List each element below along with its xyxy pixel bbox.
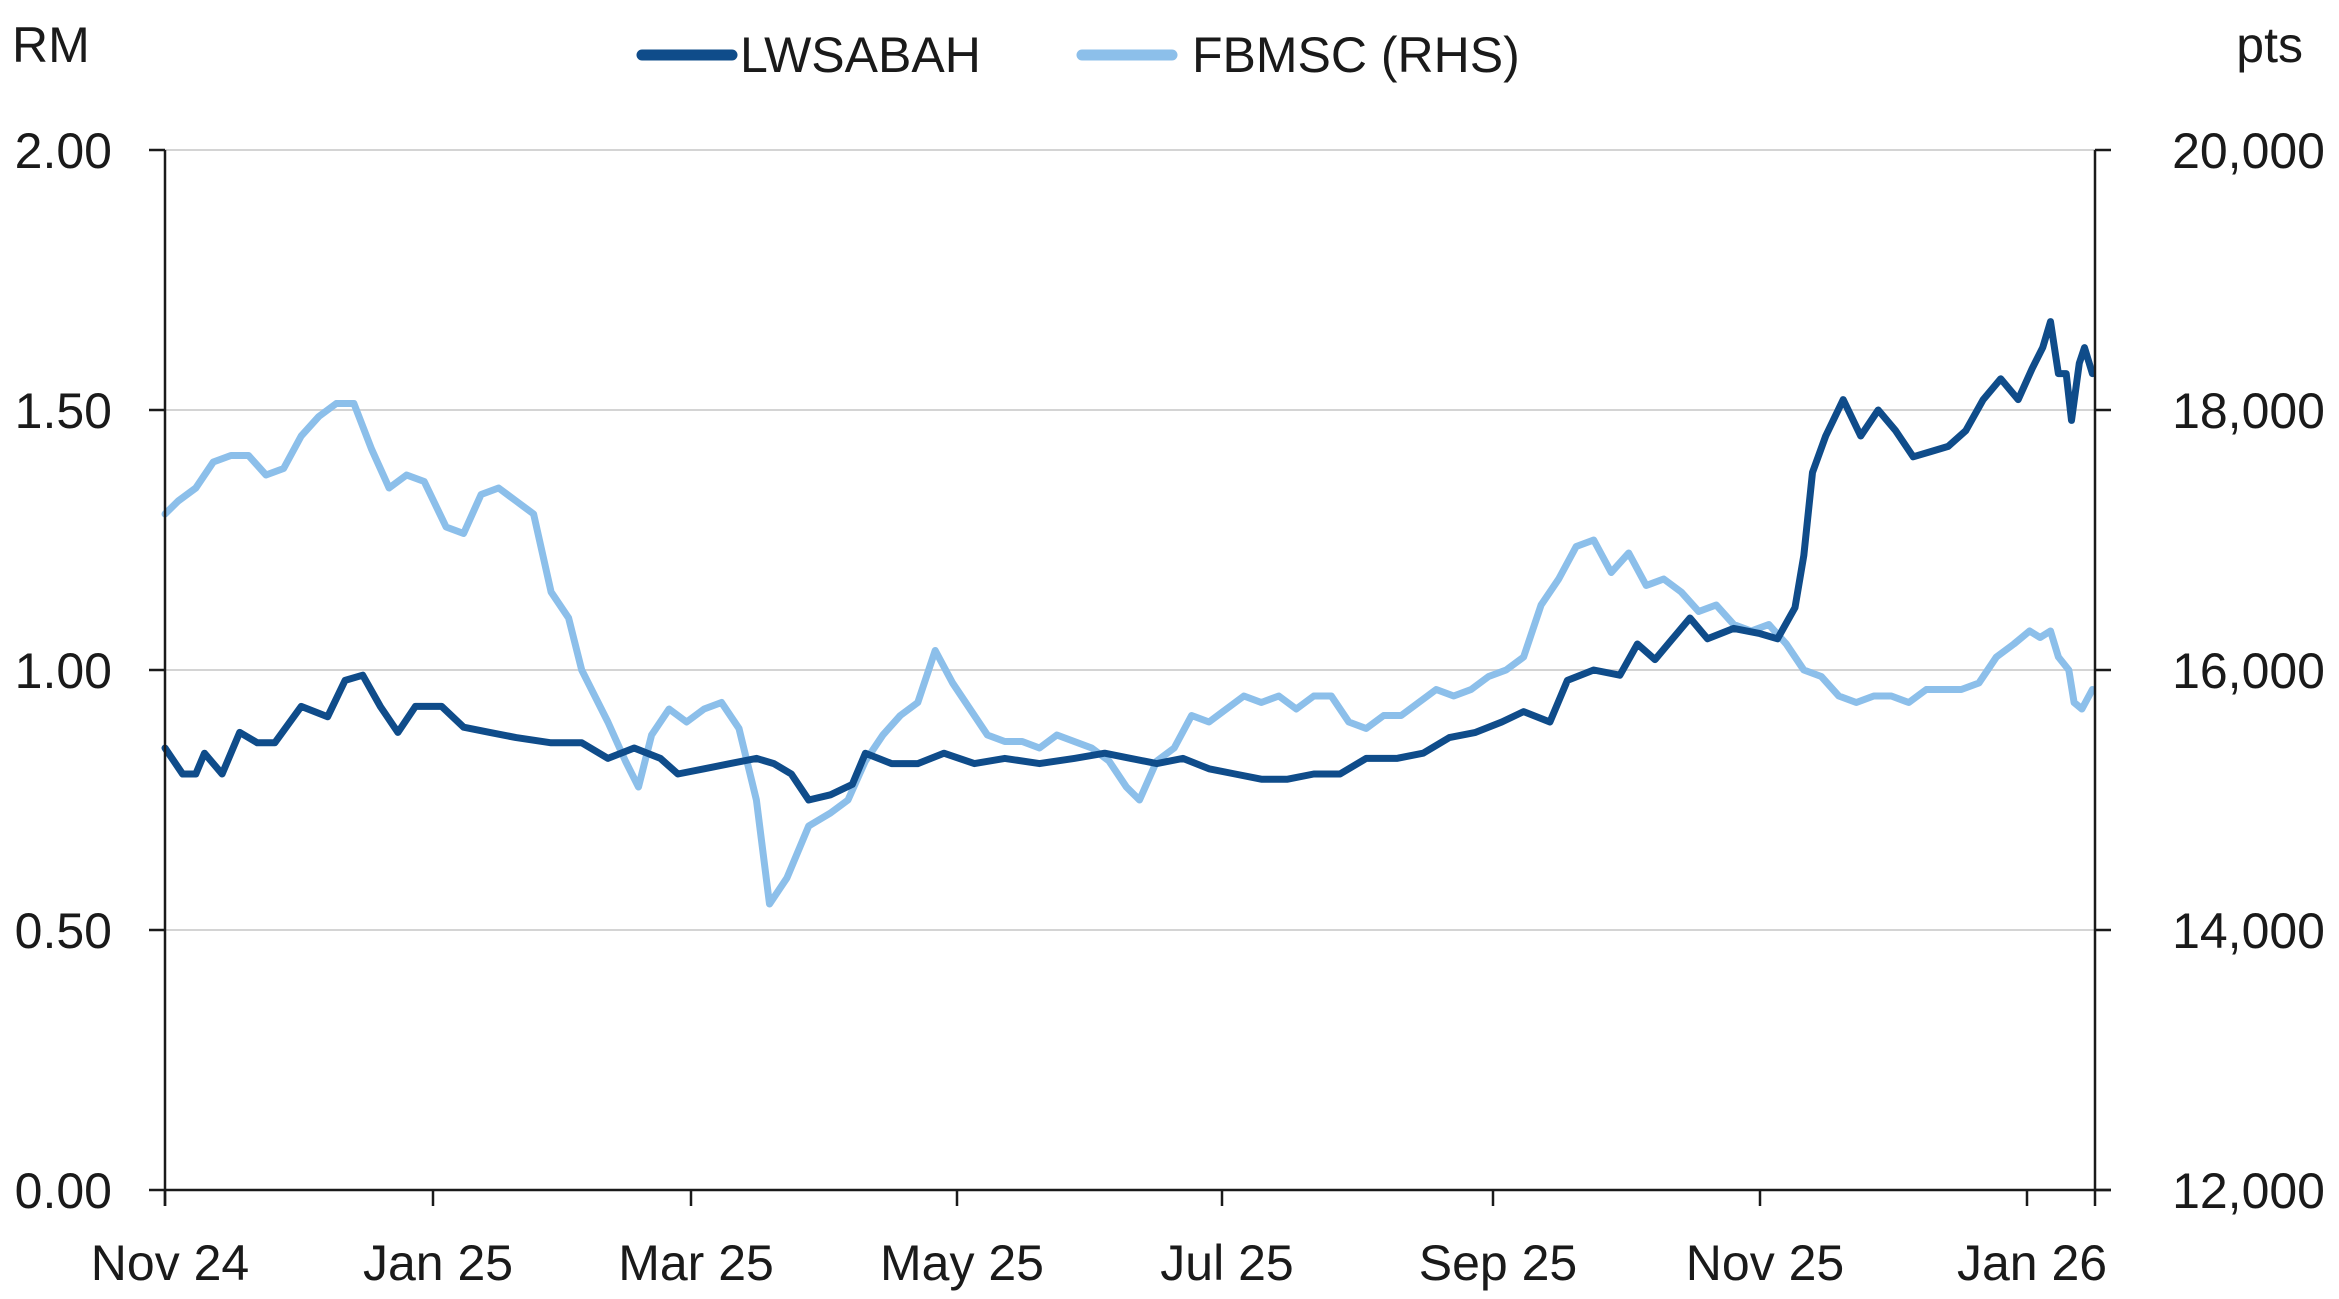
left-axis-tick-label: 0.50 [15, 903, 112, 959]
x-axis-tick-label: Jan 25 [363, 1235, 513, 1291]
left-axis-tick-label: 2.00 [15, 123, 112, 179]
left-axis-tick-label: 1.50 [15, 383, 112, 439]
right-axis-tick-label: 12,000 [2172, 1163, 2325, 1219]
x-axis-tick-label: Mar 25 [618, 1235, 774, 1291]
right-axis-tick-label: 16,000 [2172, 643, 2325, 699]
x-axis-tick-label: Sep 25 [1419, 1235, 1577, 1291]
legend-label-fbmsc: FBMSC (RHS) [1192, 27, 1520, 83]
x-axis-tick-label: Jul 25 [1160, 1235, 1293, 1291]
x-axis-tick-label: Nov 25 [1686, 1235, 1844, 1291]
left-axis-tick-label: 0.00 [15, 1163, 112, 1219]
right-axis-tick-label: 20,000 [2172, 123, 2325, 179]
left-axis-unit: RM [12, 17, 90, 73]
series-line-fbmsc [161, 400, 2096, 908]
series-line-lwsabah [161, 318, 2096, 804]
axes [149, 148, 2111, 1206]
right-axis-tick-label: 18,000 [2172, 383, 2325, 439]
right-axis-tick-label: 14,000 [2172, 903, 2325, 959]
x-axis-tick-label: May 25 [880, 1235, 1044, 1291]
legend-label-lwsabah: LWSABAH [740, 27, 981, 83]
x-axis-tick-label: Jan 26 [1957, 1235, 2107, 1291]
series-lines [161, 318, 2096, 908]
left-axis-tick-label: 1.00 [15, 643, 112, 699]
tick-labels: 0.00 12,000 0.50 14,000 1.00 16,000 1.50 18,000… [15, 123, 2325, 1291]
x-axis-tick-label: Nov 24 [91, 1235, 249, 1291]
legend: LWSABAH FBMSC (RHS) [636, 27, 1520, 83]
gridlines [165, 149, 2095, 931]
right-axis-unit: pts [2236, 17, 2303, 73]
